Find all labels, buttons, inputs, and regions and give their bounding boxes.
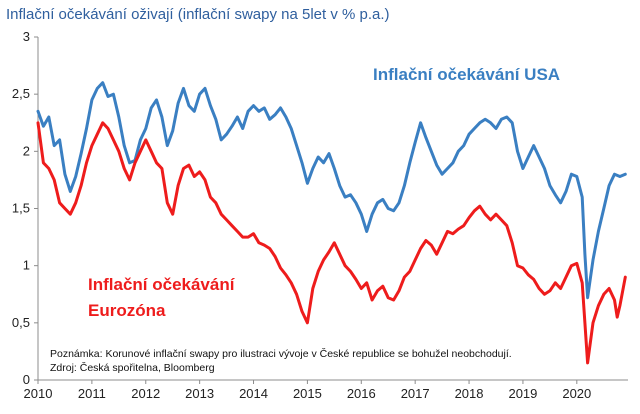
series-lines: [36, 81, 627, 365]
series-label-eurozone-line1: Inflační očekávání: [88, 275, 236, 294]
y-tick-label: 1,5: [12, 201, 30, 216]
x-tick-label: 2014: [239, 386, 268, 401]
x-tick-label: 2015: [293, 386, 322, 401]
x-tick-label: 2013: [185, 386, 214, 401]
y-tick-label: 0,5: [12, 315, 30, 330]
x-tick-label: 2011: [78, 386, 106, 401]
x-tick-label: 2020: [562, 386, 591, 401]
chart-note: Poznámka: Korunové inflační swapy pro il…: [50, 347, 512, 360]
y-tick-label: 2: [23, 143, 30, 158]
x-tick-label: 2019: [508, 386, 537, 401]
chart-source: Zdroj: Česká spořitelna, Bloomberg: [50, 361, 215, 374]
series-label-usa: Inflační očekávání USA: [373, 65, 560, 84]
x-tick-label: 2010: [24, 386, 53, 401]
y-tick-label: 0: [23, 372, 30, 387]
x-tick-label: 2018: [455, 386, 484, 401]
chart-title: Inflační očekávání oživají (inflační swa…: [6, 6, 390, 23]
x-tick-label: 2017: [401, 386, 430, 401]
axes: [34, 36, 628, 384]
series-line-eurozone: [36, 121, 627, 365]
x-tick-label: 2012: [131, 386, 160, 401]
series-line-usa: [36, 81, 627, 300]
series-label-eurozone-line2: Eurozóna: [88, 301, 166, 320]
y-tick-label: 3: [23, 29, 30, 44]
tick-labels: 0 0,5 1 1,5 2 2,5 3 2010 2011 2012 2013 2014 2015 201…: [12, 29, 591, 401]
y-tick-label: 2,5: [12, 86, 30, 101]
x-tick-label: 2016: [347, 386, 376, 401]
y-tick-label: 1: [23, 258, 30, 273]
